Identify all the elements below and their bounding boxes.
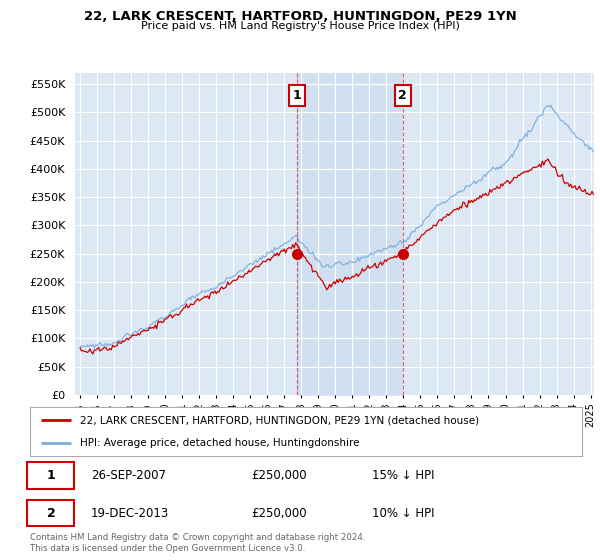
Text: 10% ↓ HPI: 10% ↓ HPI — [372, 507, 435, 520]
Text: £250,000: £250,000 — [251, 469, 307, 482]
Text: 2: 2 — [398, 89, 407, 102]
Text: 1: 1 — [47, 469, 55, 482]
Text: 1: 1 — [293, 89, 301, 102]
Text: 22, LARK CRESCENT, HARTFORD, HUNTINGDON, PE29 1YN (detached house): 22, LARK CRESCENT, HARTFORD, HUNTINGDON,… — [80, 416, 479, 426]
Text: Contains HM Land Registry data © Crown copyright and database right 2024.
This d: Contains HM Land Registry data © Crown c… — [30, 533, 365, 553]
Text: 2: 2 — [47, 507, 55, 520]
FancyBboxPatch shape — [27, 500, 74, 526]
Text: HPI: Average price, detached house, Huntingdonshire: HPI: Average price, detached house, Hunt… — [80, 438, 359, 448]
Text: Price paid vs. HM Land Registry's House Price Index (HPI): Price paid vs. HM Land Registry's House … — [140, 21, 460, 31]
Text: 19-DEC-2013: 19-DEC-2013 — [91, 507, 169, 520]
Text: 26-SEP-2007: 26-SEP-2007 — [91, 469, 166, 482]
Text: 22, LARK CRESCENT, HARTFORD, HUNTINGDON, PE29 1YN: 22, LARK CRESCENT, HARTFORD, HUNTINGDON,… — [83, 10, 517, 22]
Text: £250,000: £250,000 — [251, 507, 307, 520]
FancyBboxPatch shape — [27, 462, 74, 488]
Text: 15% ↓ HPI: 15% ↓ HPI — [372, 469, 435, 482]
